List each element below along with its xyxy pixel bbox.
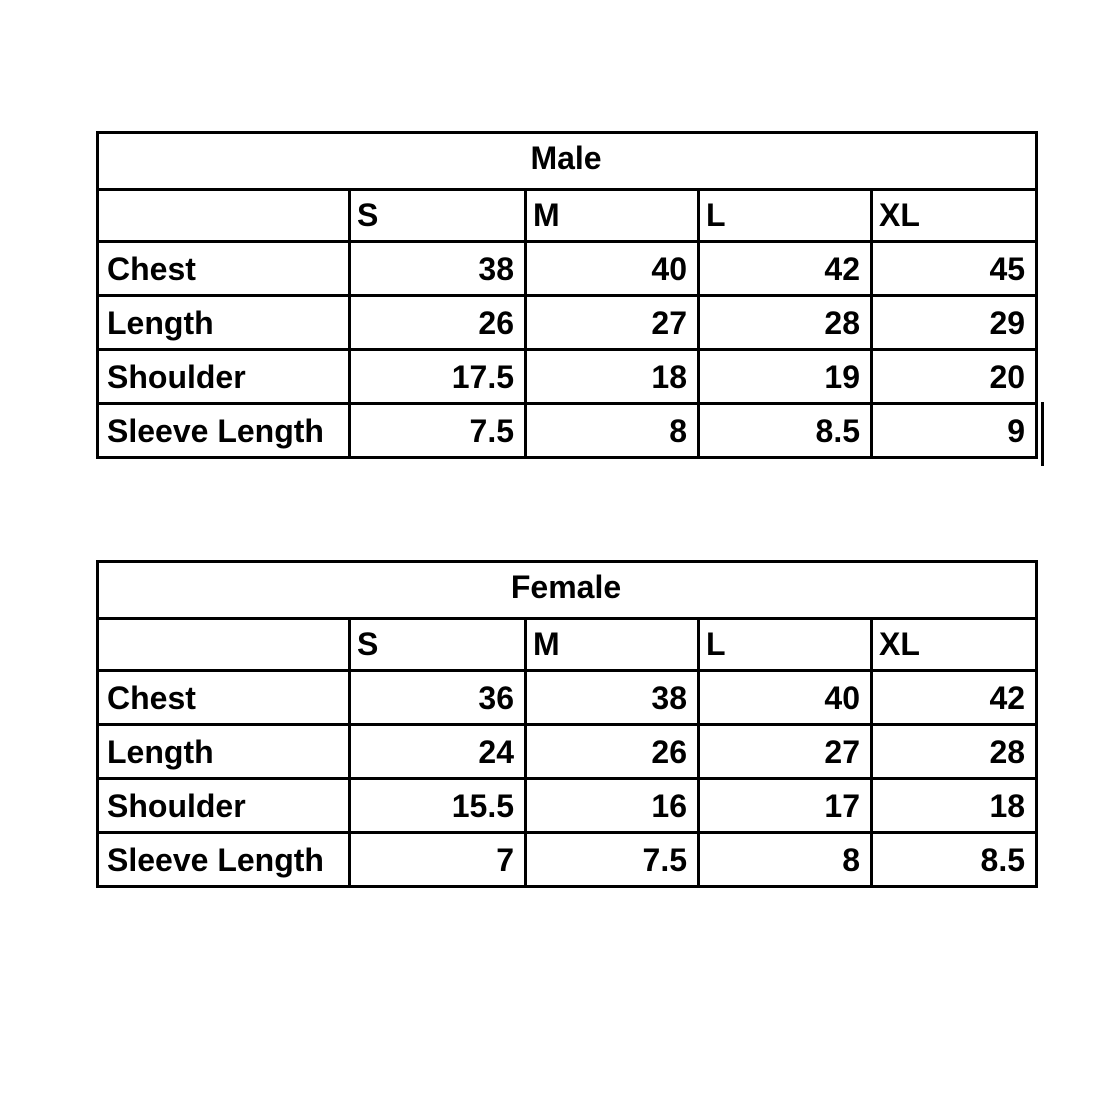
female-size-table: Female S M L XL Chest 36 38 40 42 Length… (95, 560, 1039, 888)
table-row: S M L XL (96, 188, 1039, 243)
table-row: Female (95, 560, 1039, 620)
value-cell: 18 (524, 348, 700, 405)
value-cell: 28 (869, 723, 1039, 780)
row-label-sleeve-length: Sleeve Length (96, 831, 351, 888)
value-cell: 42 (869, 669, 1039, 726)
value-cell: 38 (348, 240, 527, 297)
value-cell: 20 (869, 348, 1039, 405)
table-row: Shoulder 17.5 18 19 20 (96, 348, 1039, 405)
table-row: Male (95, 131, 1039, 191)
row-label-shoulder: Shoulder (96, 777, 351, 834)
value-cell: 19 (697, 348, 873, 405)
size-header-m: M (524, 188, 700, 243)
value-cell: 40 (697, 669, 873, 726)
size-header-xl: XL (869, 188, 1039, 243)
value-cell: 17.5 (348, 348, 527, 405)
value-cell: 27 (524, 294, 700, 351)
value-cell: 26 (524, 723, 700, 780)
female-table-title: Female (95, 560, 1039, 620)
value-cell: 17 (697, 777, 873, 834)
value-cell: 7.5 (348, 402, 527, 459)
value-cell: 7.5 (524, 831, 700, 888)
corner-cell (96, 617, 351, 672)
value-cell: 26 (348, 294, 527, 351)
size-header-s: S (348, 617, 527, 672)
table-row: Shoulder 15.5 16 17 18 (96, 777, 1039, 834)
value-cell: 8 (524, 402, 700, 459)
value-cell: 29 (869, 294, 1039, 351)
table-row: Sleeve Length 7 7.5 8 8.5 (96, 831, 1039, 888)
value-cell: 42 (697, 240, 873, 297)
male-table-title: Male (95, 131, 1039, 191)
value-cell: 8.5 (869, 831, 1039, 888)
value-cell: 8 (697, 831, 873, 888)
value-cell: 16 (524, 777, 700, 834)
row-label-chest: Chest (96, 669, 351, 726)
value-cell: 38 (524, 669, 700, 726)
value-cell: 27 (697, 723, 873, 780)
value-cell: 28 (697, 294, 873, 351)
row-label-length: Length (96, 723, 351, 780)
value-cell: 45 (869, 240, 1039, 297)
table-row: Length 26 27 28 29 (96, 294, 1039, 351)
value-cell: 36 (348, 669, 527, 726)
table-row: Chest 38 40 42 45 (96, 240, 1039, 297)
table-row: S M L XL (96, 617, 1039, 672)
table-row: Length 24 26 27 28 (96, 723, 1039, 780)
size-header-s: S (348, 188, 527, 243)
size-header-xl: XL (869, 617, 1039, 672)
size-header-m: M (524, 617, 700, 672)
value-cell: 9 (869, 402, 1046, 468)
table-row: Sleeve Length 7.5 8 8.5 9 (96, 402, 1046, 468)
value-cell: 40 (524, 240, 700, 297)
size-header-l: L (697, 617, 873, 672)
value-cell: 15.5 (348, 777, 527, 834)
row-label-length: Length (96, 294, 351, 351)
value-cell: 18 (869, 777, 1039, 834)
table-row: Chest 36 38 40 42 (96, 669, 1039, 726)
value-cell: 7 (348, 831, 527, 888)
male-size-table: Male S M L XL Chest 38 40 42 45 Length 2… (95, 131, 1046, 468)
corner-cell (96, 188, 351, 243)
row-label-sleeve-length: Sleeve Length (96, 402, 351, 459)
row-label-shoulder: Shoulder (96, 348, 351, 405)
row-label-chest: Chest (96, 240, 351, 297)
value-cell: 8.5 (697, 402, 873, 459)
value-cell: 24 (348, 723, 527, 780)
size-header-l: L (697, 188, 873, 243)
